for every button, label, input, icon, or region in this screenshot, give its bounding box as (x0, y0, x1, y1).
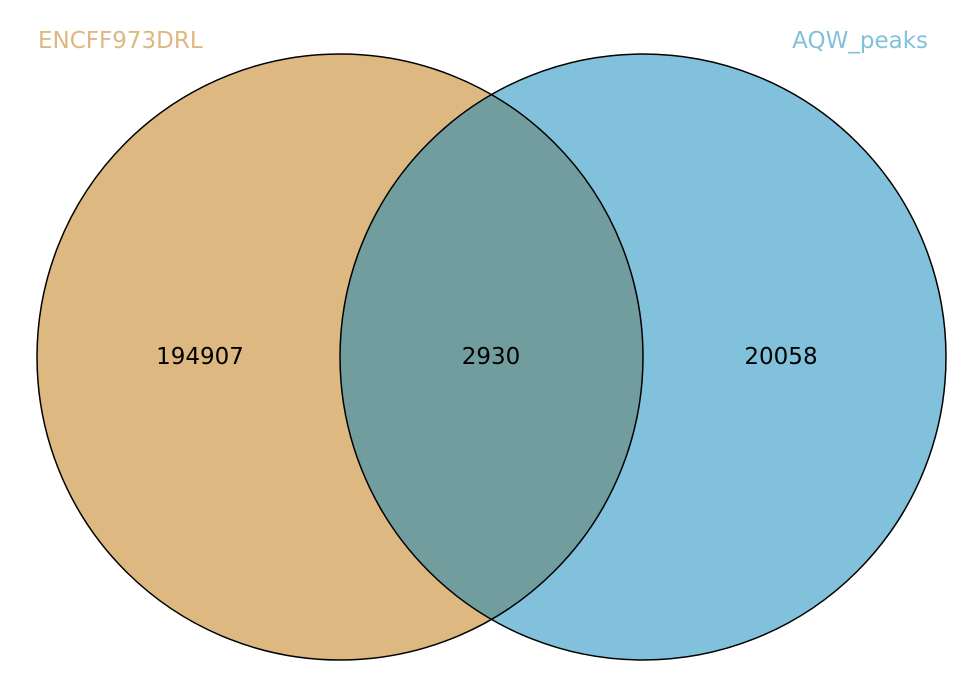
intersection-region (340, 54, 643, 660)
count-intersection: 2930 (462, 344, 521, 370)
count-right-only: 20058 (744, 344, 817, 370)
set-label-right: AQW_peaks (792, 28, 928, 54)
count-left-only: 194907 (156, 344, 244, 370)
set-outline-right (339, 53, 947, 661)
set-outline-left (36, 53, 644, 661)
set-label-left: ENCFF973DRL (38, 28, 203, 54)
